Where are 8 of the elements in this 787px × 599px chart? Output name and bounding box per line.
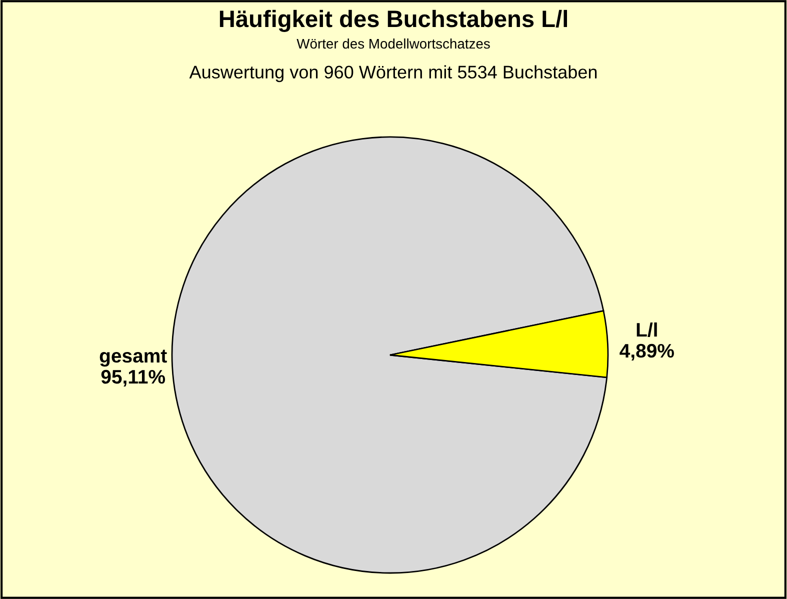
slice-label: L/l — [636, 322, 657, 337]
slice-label: gesamt — [100, 350, 167, 367]
pie-slice — [171, 136, 608, 574]
data-label: 95,11% — [101, 370, 166, 387]
data-label: 4,89% — [620, 344, 674, 361]
text: Auswertung von 960 Wörtern mit 5534 Buchstaben — [189, 65, 597, 82]
chart-subtitle: Wörter des Modellwortschatzes — [296, 38, 490, 49]
chart-title: Häufigkeit des Buchstabens L/l — [220, 10, 567, 32]
